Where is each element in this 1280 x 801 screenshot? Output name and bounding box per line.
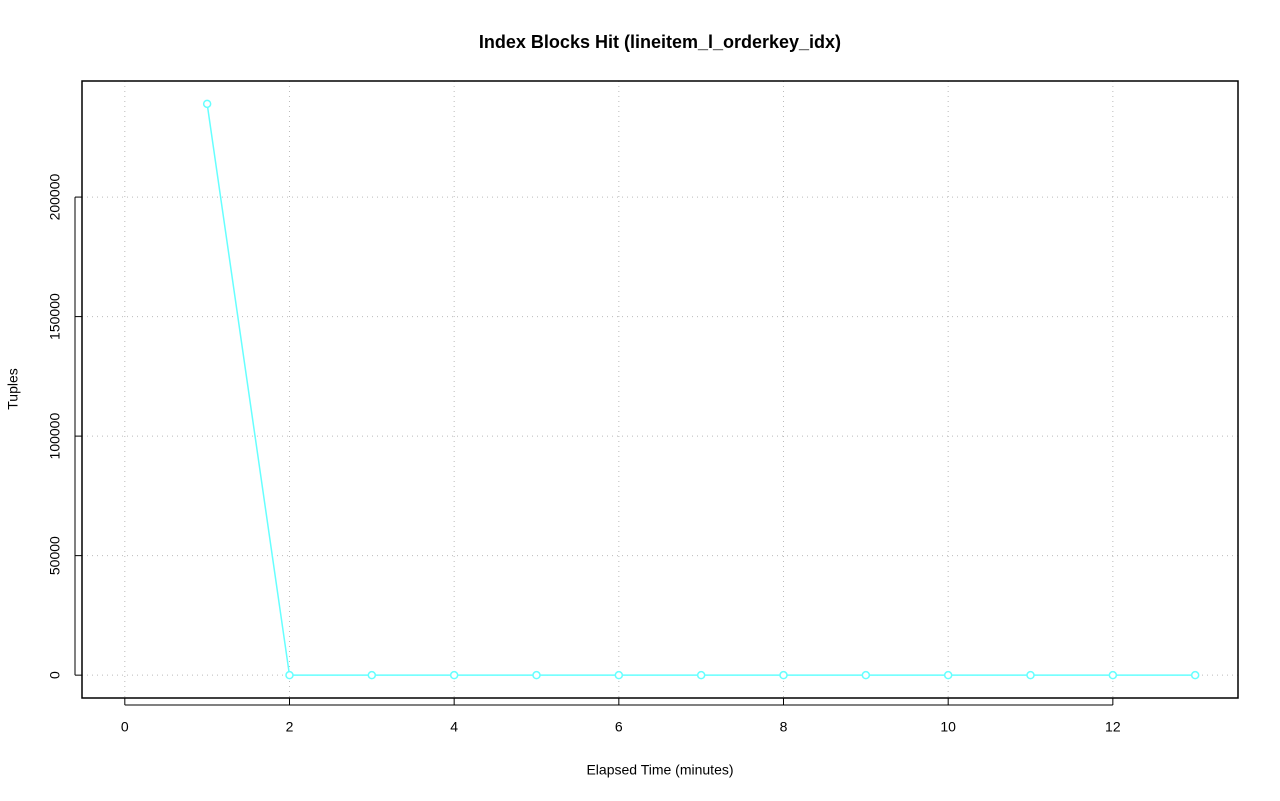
y-tick-label: 150000 — [47, 293, 63, 340]
data-point — [1026, 670, 1035, 680]
chart-title: Index Blocks Hit (lineitem_l_orderkey_id… — [479, 32, 841, 52]
x-tick-label: 0 — [121, 719, 129, 735]
y-tick-label: 0 — [47, 671, 63, 679]
data-point — [1108, 670, 1118, 680]
data-point — [861, 670, 871, 680]
data-point — [696, 670, 706, 680]
data-point — [285, 670, 294, 680]
data-point — [449, 670, 459, 680]
data-point — [614, 670, 624, 680]
y-tick-label: 100000 — [47, 413, 63, 460]
x-axis-label: Elapsed Time (minutes) — [586, 762, 733, 778]
y-axis-label: Tuples — [5, 368, 21, 410]
data-point — [367, 670, 377, 680]
x-tick-label: 12 — [1105, 719, 1121, 735]
x-tick-label: 10 — [940, 719, 956, 735]
data-point — [202, 99, 212, 109]
data-point — [779, 670, 788, 680]
x-tick-label: 4 — [450, 719, 458, 735]
x-tick-label: 8 — [780, 719, 788, 735]
x-tick-label: 2 — [286, 719, 294, 735]
data-point — [532, 670, 541, 680]
x-tick-label: 6 — [615, 719, 623, 735]
data-point — [1190, 670, 1200, 680]
y-tick-label: 50000 — [47, 536, 63, 575]
y-tick-label: 200000 — [47, 174, 63, 221]
plot-border — [81, 80, 1239, 699]
data-point — [943, 670, 953, 680]
